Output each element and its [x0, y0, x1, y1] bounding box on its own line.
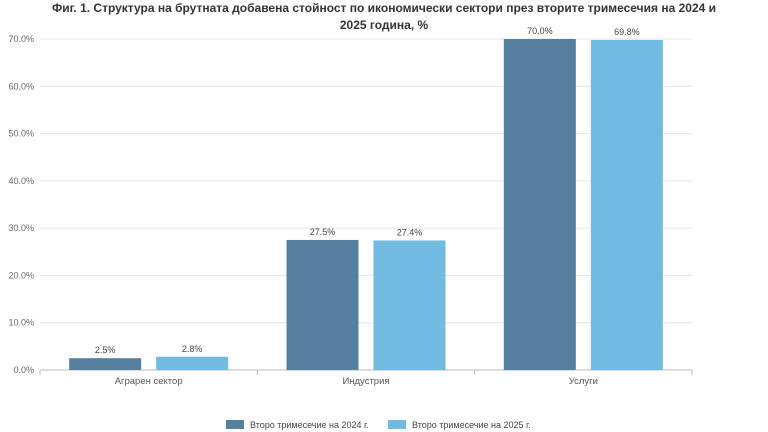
y-tick-label: 60.0%: [8, 81, 34, 91]
bar: [156, 356, 229, 370]
legend-swatch: [226, 420, 244, 429]
chart-title-line-1: Фиг. 1. Структура на брутната добавена с…: [51, 1, 716, 15]
chart-title: Фиг. 1. Структура на брутната добавена с…: [0, 0, 768, 34]
legend-label: Второ тримесечие на 2024 г.: [250, 420, 369, 430]
y-tick-label: 50.0%: [8, 129, 34, 139]
bar: [69, 358, 142, 370]
data-label: 27.4%: [397, 227, 423, 237]
data-label: 69.8%: [614, 27, 640, 37]
data-label: 70.0%: [527, 26, 553, 36]
bar: [373, 240, 446, 370]
data-label: 27.5%: [310, 227, 336, 237]
data-label: 2.8%: [182, 344, 203, 354]
data-label: 2.5%: [95, 345, 116, 355]
y-tick-label: 30.0%: [8, 223, 34, 233]
y-tick-label: 40.0%: [8, 176, 34, 186]
y-tick-label: 20.0%: [8, 270, 34, 280]
bar: [503, 39, 576, 370]
legend-swatch: [388, 420, 406, 429]
legend-label: Второ тримесечие на 2025 г.: [412, 420, 531, 430]
bar: [286, 239, 359, 370]
x-tick-label: Индустрия: [342, 376, 389, 387]
chart-title-line-2: 2025 година, %: [339, 18, 429, 32]
bar: [590, 39, 663, 371]
y-tick-label: 10.0%: [8, 318, 34, 328]
y-tick-label: 0.0%: [13, 365, 34, 375]
x-tick-label: Услуги: [569, 376, 598, 387]
y-tick-label: 70.0%: [8, 34, 34, 44]
x-tick-label: Аграрен сектор: [115, 376, 183, 387]
